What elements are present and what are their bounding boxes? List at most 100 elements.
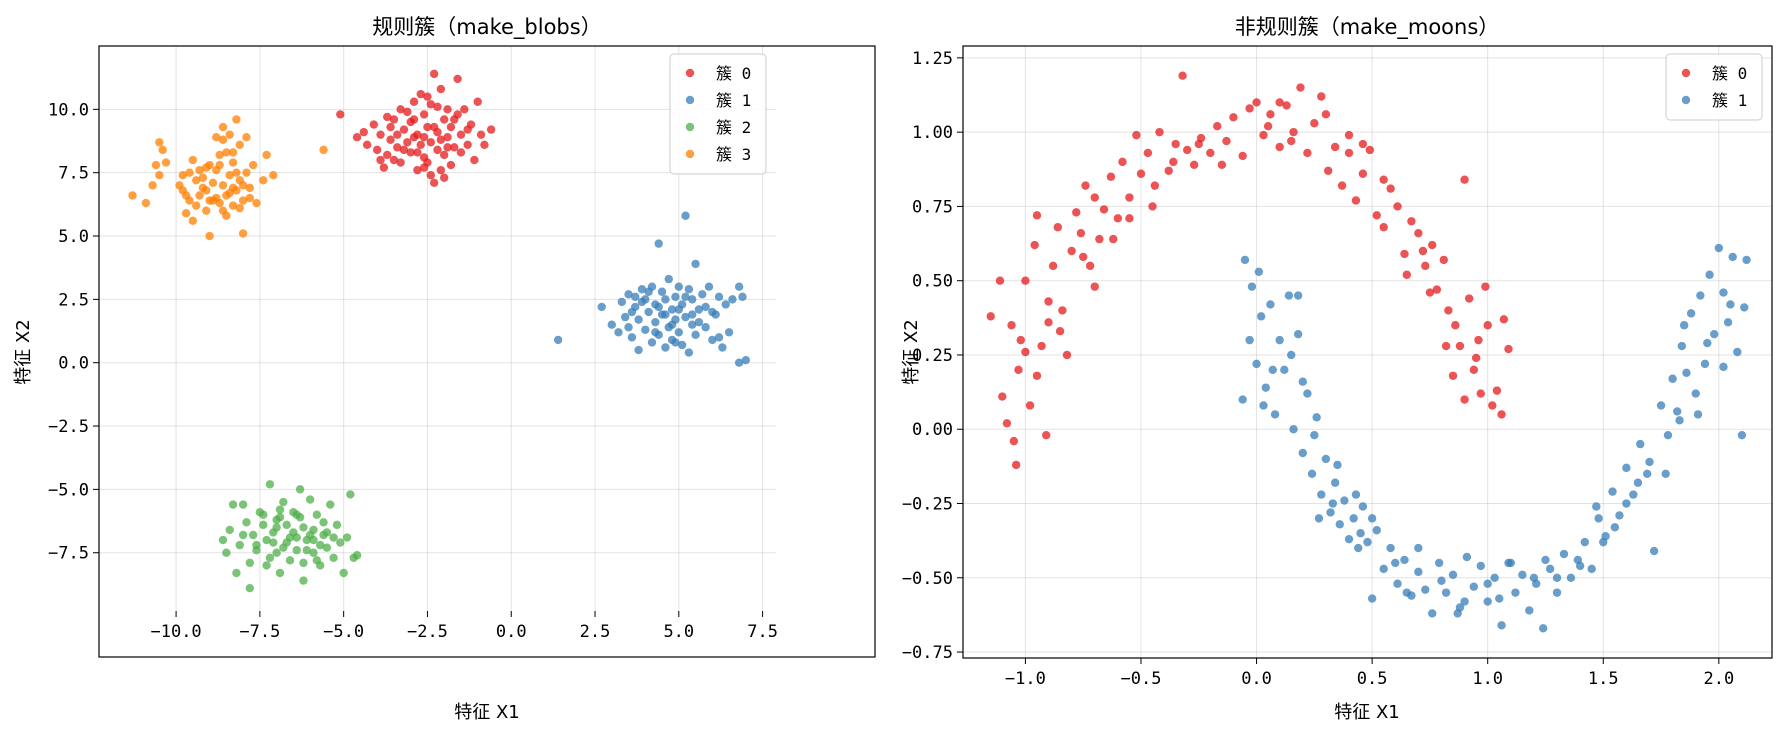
blobs-series-2-point — [272, 523, 281, 532]
moons-series-1-point — [1402, 588, 1411, 597]
blobs-series-3-point — [195, 165, 204, 175]
moons-series-1-point — [1610, 523, 1620, 532]
moons-x-tick-label: −1.0 — [1005, 669, 1046, 689]
blobs-x-tick-label: 0.0 — [496, 622, 527, 642]
moons-series-0-point — [998, 392, 1007, 401]
moons-series-0-point — [1118, 157, 1127, 167]
blobs-series-3-point — [181, 209, 191, 218]
moons-series-1-point — [1340, 496, 1349, 505]
blobs-series-1-point — [654, 239, 663, 248]
blobs-series-2-point — [265, 553, 275, 562]
moons-series-1-point — [1298, 448, 1307, 458]
moons-series-1-point — [1437, 576, 1446, 585]
moons-series-0-point — [1289, 127, 1298, 137]
moons-series-1-point — [1686, 309, 1696, 318]
blobs-series-3-point — [181, 191, 191, 200]
moons-x-tick-label: 1.0 — [1472, 669, 1503, 689]
blobs-series-1-point — [681, 292, 690, 302]
blobs-series-1-point — [631, 292, 640, 302]
blobs-series-1-point — [674, 282, 684, 291]
moons-series-1-point — [1726, 300, 1735, 309]
moons-series-0-point — [1106, 172, 1116, 181]
moons-series-1-point — [1293, 291, 1303, 300]
moons-legend-marker — [1681, 68, 1691, 78]
blobs-series-1-point — [661, 310, 670, 319]
blobs-series-0-point — [429, 69, 439, 79]
blobs-series-3-point — [242, 168, 251, 177]
blobs-series-2-point — [259, 520, 268, 530]
blobs-series-0-point — [386, 122, 395, 132]
moons-series-1-point — [1268, 365, 1277, 375]
moons-series-0-point — [1330, 142, 1340, 152]
blobs-series-1-point — [681, 211, 690, 220]
moons-series-0-point — [1044, 297, 1053, 306]
blobs-series-2-point — [248, 530, 258, 540]
moons-series-0-point — [1428, 240, 1437, 250]
moons-series-0-point — [1324, 166, 1333, 175]
blobs-series-3-point — [205, 231, 214, 241]
moons-series-0-point — [1275, 142, 1284, 152]
blobs-series-0-point — [423, 92, 432, 101]
blobs-series-2-point — [292, 510, 301, 519]
moons-series-0-point — [1217, 160, 1227, 170]
blobs-legend-marker — [685, 95, 695, 105]
moons-series-0-point — [1282, 101, 1291, 110]
blobs-x-tick-label: 5.0 — [663, 622, 694, 642]
blobs-series-2-point — [279, 543, 288, 552]
blobs-series-0-point — [473, 97, 482, 106]
moons-series-0-point — [1310, 119, 1319, 128]
blobs-series-3-point — [235, 140, 244, 150]
blobs-series-3-point — [245, 193, 255, 203]
moons-series-0-point — [1021, 276, 1030, 285]
blobs-series-0-point — [416, 140, 425, 150]
moons-series-1-point — [1363, 537, 1372, 547]
blobs-series-1-point — [704, 282, 714, 291]
blobs-x-tick-label: 2.5 — [580, 622, 611, 642]
blobs-series-2-point — [238, 530, 248, 540]
blobs-series-2-point — [218, 535, 228, 545]
moons-series-1-point — [1372, 526, 1381, 535]
moons-series-1-point — [1636, 439, 1645, 449]
moons-series-0-point — [1090, 193, 1099, 202]
moons-series-0-point — [1055, 327, 1065, 336]
moons-series-0-point — [1460, 395, 1469, 404]
moons-y-tick-label: −0.25 — [902, 495, 953, 515]
blobs-series-0-point — [423, 122, 432, 132]
moons-series-1-point — [1333, 460, 1342, 470]
blobs-series-0-point — [409, 97, 419, 106]
moons-series-1-point — [1552, 588, 1562, 597]
blobs-chart-title: 规则簇（make_blobs） — [372, 15, 601, 40]
blobs-series-1-point — [714, 292, 724, 302]
moons-series-1-point — [1293, 329, 1303, 339]
blobs-series-3-point — [161, 158, 171, 167]
blobs-series-0-point — [416, 89, 425, 99]
moons-series-0-point — [1032, 211, 1042, 220]
blobs-series-1-point — [597, 302, 606, 312]
moons-x-tick-label: −0.5 — [1121, 669, 1162, 689]
blobs-series-1-point — [624, 290, 633, 299]
moons-series-1-point — [1714, 243, 1724, 253]
moons-series-1-point — [1287, 350, 1296, 360]
moons-series-0-point — [1263, 122, 1273, 131]
moons-series-0-point — [1007, 321, 1016, 330]
blobs-series-1-point — [664, 274, 673, 284]
blobs-series-2-point — [289, 528, 298, 537]
moons-x-axis-label: 特征 X1 — [1334, 702, 1400, 723]
moons-series-0-point — [1213, 122, 1222, 131]
moons-series-1-point — [1682, 368, 1691, 377]
moons-series-0-point — [1499, 315, 1509, 324]
moons-series-0-point — [995, 276, 1005, 285]
moons-y-tick-label: 1.25 — [912, 49, 953, 69]
moons-series-1-point — [1615, 511, 1624, 520]
moons-y-tick-label: 0.25 — [912, 346, 953, 366]
blobs-series-3-point — [215, 198, 224, 208]
blobs-series-1-point — [657, 287, 667, 296]
moons-series-0-point — [1337, 181, 1347, 190]
blobs-y-axis-label: 特征 X2 — [13, 319, 34, 385]
blobs-series-3-point — [188, 155, 198, 165]
blobs-series-2-point — [302, 545, 311, 555]
blobs-series-1-point — [647, 338, 657, 347]
moons-series-0-point — [1030, 240, 1039, 250]
blobs-series-0-point — [403, 138, 412, 147]
moons-series-0-point — [1132, 130, 1141, 140]
